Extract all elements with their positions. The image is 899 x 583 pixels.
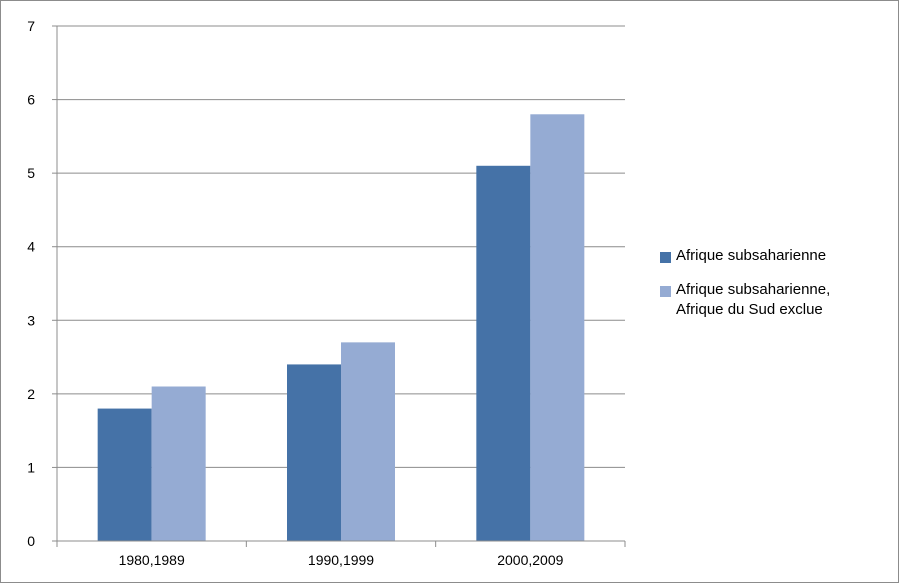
y-tick-labels: 0 1 2 3 4 5 6 7	[27, 18, 35, 549]
legend-label-series-1-line-1: Afrique subsaharienne	[676, 247, 827, 264]
x-tick-label: 1990,1999	[308, 552, 374, 568]
bar-series-2	[151, 386, 206, 541]
y-tick-label: 1	[27, 459, 35, 475]
x-tick-labels: 1980,1989 1990,1999 2000,2009	[119, 552, 564, 568]
x-tick-label: 1980,1989	[119, 552, 185, 568]
y-tick-label: 2	[27, 386, 35, 402]
y-tick-label: 7	[27, 18, 35, 34]
y-tick-label: 6	[27, 92, 35, 108]
legend-label-series-2-line-1: Afrique subsaharienne,	[676, 281, 831, 298]
y-tick-label: 4	[27, 239, 35, 255]
legend: Afrique subsaharienne Afrique subsaharie…	[660, 246, 890, 320]
y-tick-label: 5	[27, 165, 35, 181]
y-tick-label: 0	[27, 533, 35, 549]
bar-series-2	[341, 342, 395, 541]
legend-label-series-2-line-2: Afrique du Sud exclue	[676, 301, 823, 318]
legend-swatch-series-2	[660, 286, 671, 297]
y-tick-label: 3	[27, 312, 35, 328]
legend-item-series-1: Afrique subsaharienne	[660, 246, 890, 266]
legend-swatch-series-1	[660, 252, 671, 263]
bars	[97, 114, 585, 542]
bar-series-1	[97, 408, 152, 541]
bar-series-1	[476, 165, 531, 542]
bar-series-1	[287, 364, 341, 541]
legend-item-series-2: Afrique subsaharienne, Afrique du Sud ex…	[660, 280, 890, 320]
axes	[52, 25, 626, 547]
x-tick-label: 2000,2009	[497, 552, 563, 568]
bar-series-2	[530, 114, 585, 542]
